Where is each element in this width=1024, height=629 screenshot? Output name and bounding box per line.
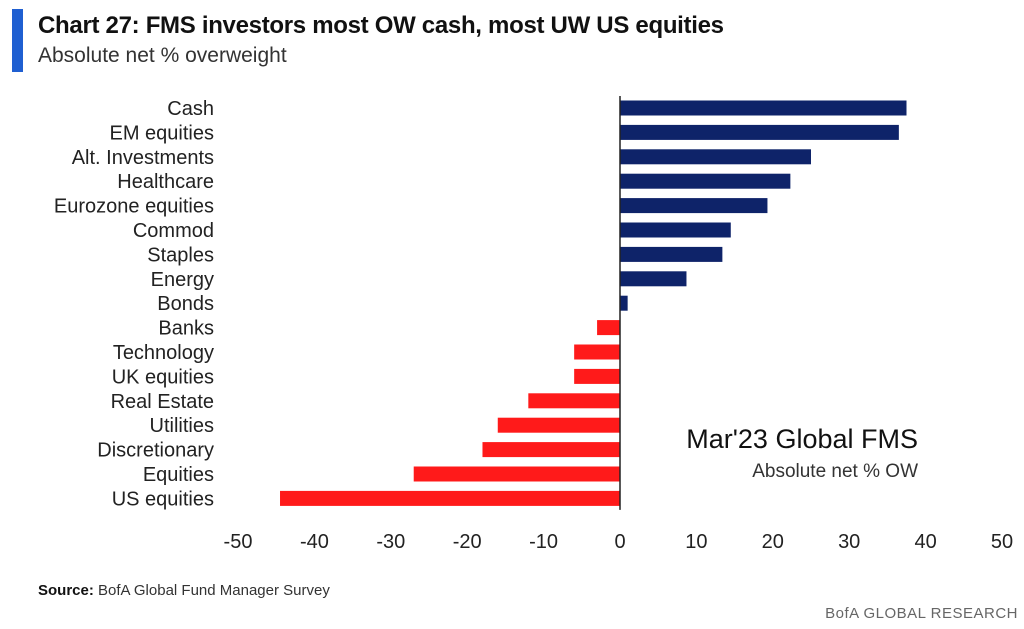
category-label: Cash <box>167 98 214 120</box>
category-label: US equities <box>112 488 214 510</box>
category-label: Alt. Investments <box>72 147 214 169</box>
x-tick-label: -10 <box>529 531 558 553</box>
category-label: Discretionary <box>97 440 214 462</box>
source-note: Source: BofA Global Fund Manager Survey <box>38 582 330 599</box>
bar-staples <box>620 246 723 262</box>
category-label: EM equities <box>110 122 215 144</box>
chart-subtitle: Absolute net % overweight <box>38 44 287 67</box>
category-label: UK equities <box>112 366 214 388</box>
category-label: Bonds <box>157 293 214 315</box>
bar-technology <box>574 344 620 360</box>
x-tick-label: 0 <box>614 531 625 553</box>
brand-footer: BofA GLOBAL RESEARCH <box>825 605 1018 622</box>
chart-title: Chart 27: FMS investors most OW cash, mo… <box>38 12 724 39</box>
bar-bonds <box>620 295 628 311</box>
category-label: Technology <box>113 342 214 364</box>
category-label: Commod <box>133 220 214 242</box>
bar-discretionary <box>482 442 620 458</box>
bars-group <box>280 100 907 506</box>
x-tick-label: -30 <box>376 531 405 553</box>
category-label: Banks <box>158 318 214 340</box>
bar-em-equities <box>620 124 899 140</box>
title-accent-bar <box>12 9 23 72</box>
category-label: Eurozone equities <box>54 196 214 218</box>
bar-cash <box>620 100 907 116</box>
source-label: Source: <box>38 582 94 599</box>
annotation-title: Mar'23 Global FMS <box>686 424 918 454</box>
source-text: BofA Global Fund Manager Survey <box>98 582 330 599</box>
bar-uk-equities <box>574 368 620 384</box>
x-axis-ticks: -50 -40 -30 -20 -10 0 10 20 30 40 50 <box>224 531 1014 553</box>
bar-utilities <box>497 417 620 433</box>
category-label: Healthcare <box>117 171 214 193</box>
bar-alt-investments <box>620 149 811 165</box>
category-label: Equities <box>143 464 214 486</box>
bar-energy <box>620 271 687 287</box>
x-tick-label: 50 <box>991 531 1013 553</box>
bar-banks <box>597 320 620 336</box>
bar-eurozone-equities <box>620 198 768 214</box>
x-tick-label: 40 <box>914 531 936 553</box>
x-tick-label: 30 <box>838 531 860 553</box>
category-label: Energy <box>151 269 214 291</box>
x-tick-label: 20 <box>762 531 784 553</box>
bar-real-estate <box>528 393 620 409</box>
category-label: Staples <box>147 244 214 266</box>
bar-us-equities <box>280 490 620 506</box>
category-label: Real Estate <box>111 391 214 413</box>
bar-commod <box>620 222 731 238</box>
x-tick-label: -40 <box>300 531 329 553</box>
category-label: Utilities <box>150 415 214 437</box>
x-tick-label: 10 <box>685 531 707 553</box>
annotation-subtitle: Absolute net % OW <box>752 461 918 482</box>
bar-healthcare <box>620 173 791 189</box>
x-tick-label: -50 <box>224 531 253 553</box>
bar-equities <box>413 466 620 482</box>
x-tick-label: -20 <box>453 531 482 553</box>
